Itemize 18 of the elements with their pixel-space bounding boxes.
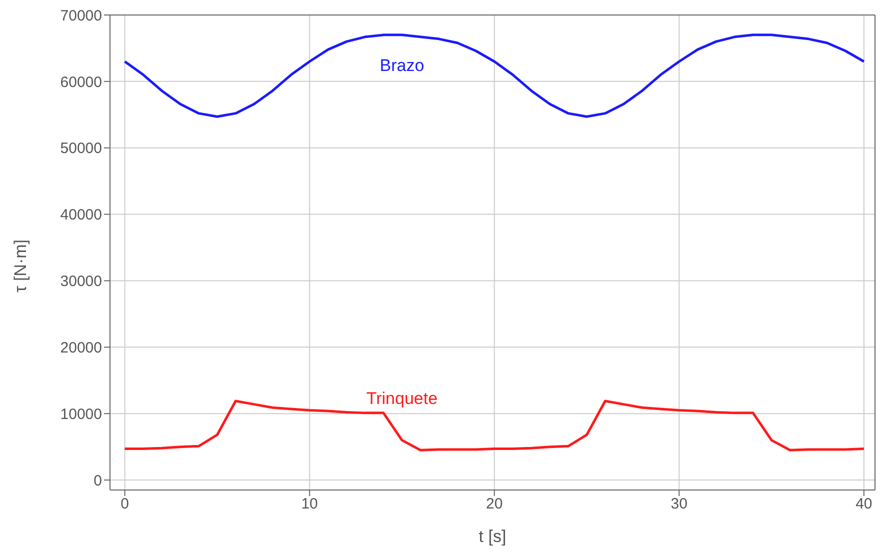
x-axis-title: t [s] — [478, 527, 506, 546]
y-tick-label: 0 — [94, 472, 102, 490]
y-tick-label: 30000 — [60, 273, 102, 290]
y-tick-label: 40000 — [60, 206, 102, 224]
line-series — [124, 34, 866, 118]
x-tick-label: 20 — [486, 496, 503, 513]
y-tick-label: 60000 — [60, 74, 102, 91]
series-label: Brazo — [380, 56, 424, 75]
y-tick-label: 70000 — [60, 7, 102, 24]
x-tick-label: 30 — [670, 496, 688, 513]
y-tick-label: 10000 — [60, 406, 102, 423]
y-axis-title: τ [N·m] — [11, 240, 30, 292]
x-tick-label: 40 — [856, 496, 872, 513]
x-tick-label: 0 — [120, 496, 129, 513]
x-tick-label: 10 — [301, 496, 318, 513]
series-label: Trinquete — [366, 389, 438, 408]
y-tick-label: 50000 — [60, 140, 102, 158]
y-tick-label: 20000 — [60, 339, 102, 356]
